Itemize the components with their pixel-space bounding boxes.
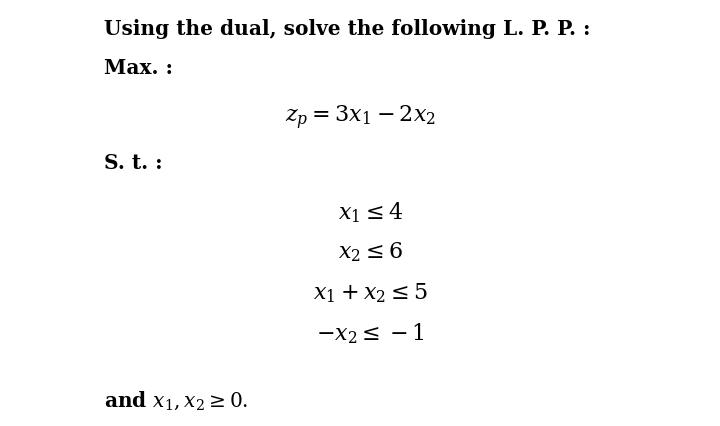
Text: Using the dual, solve the following L. P. P. :: Using the dual, solve the following L. P… [104, 19, 591, 39]
Text: Max. :: Max. : [104, 58, 174, 78]
Text: $z_p = 3x_1 - 2x_2$: $z_p = 3x_1 - 2x_2$ [284, 104, 436, 132]
Text: $x_1 + x_2 \leq 5$: $x_1 + x_2 \leq 5$ [313, 281, 428, 305]
Text: $x_2 \leq 6$: $x_2 \leq 6$ [338, 241, 403, 264]
Text: $x_1 \leq 4$: $x_1 \leq 4$ [338, 200, 403, 225]
Text: S. t. :: S. t. : [104, 153, 163, 173]
Text: and $x_1, x_2 \geq 0.$: and $x_1, x_2 \geq 0.$ [104, 390, 249, 412]
Text: $-x_2 \leq -1$: $-x_2 \leq -1$ [316, 322, 426, 346]
